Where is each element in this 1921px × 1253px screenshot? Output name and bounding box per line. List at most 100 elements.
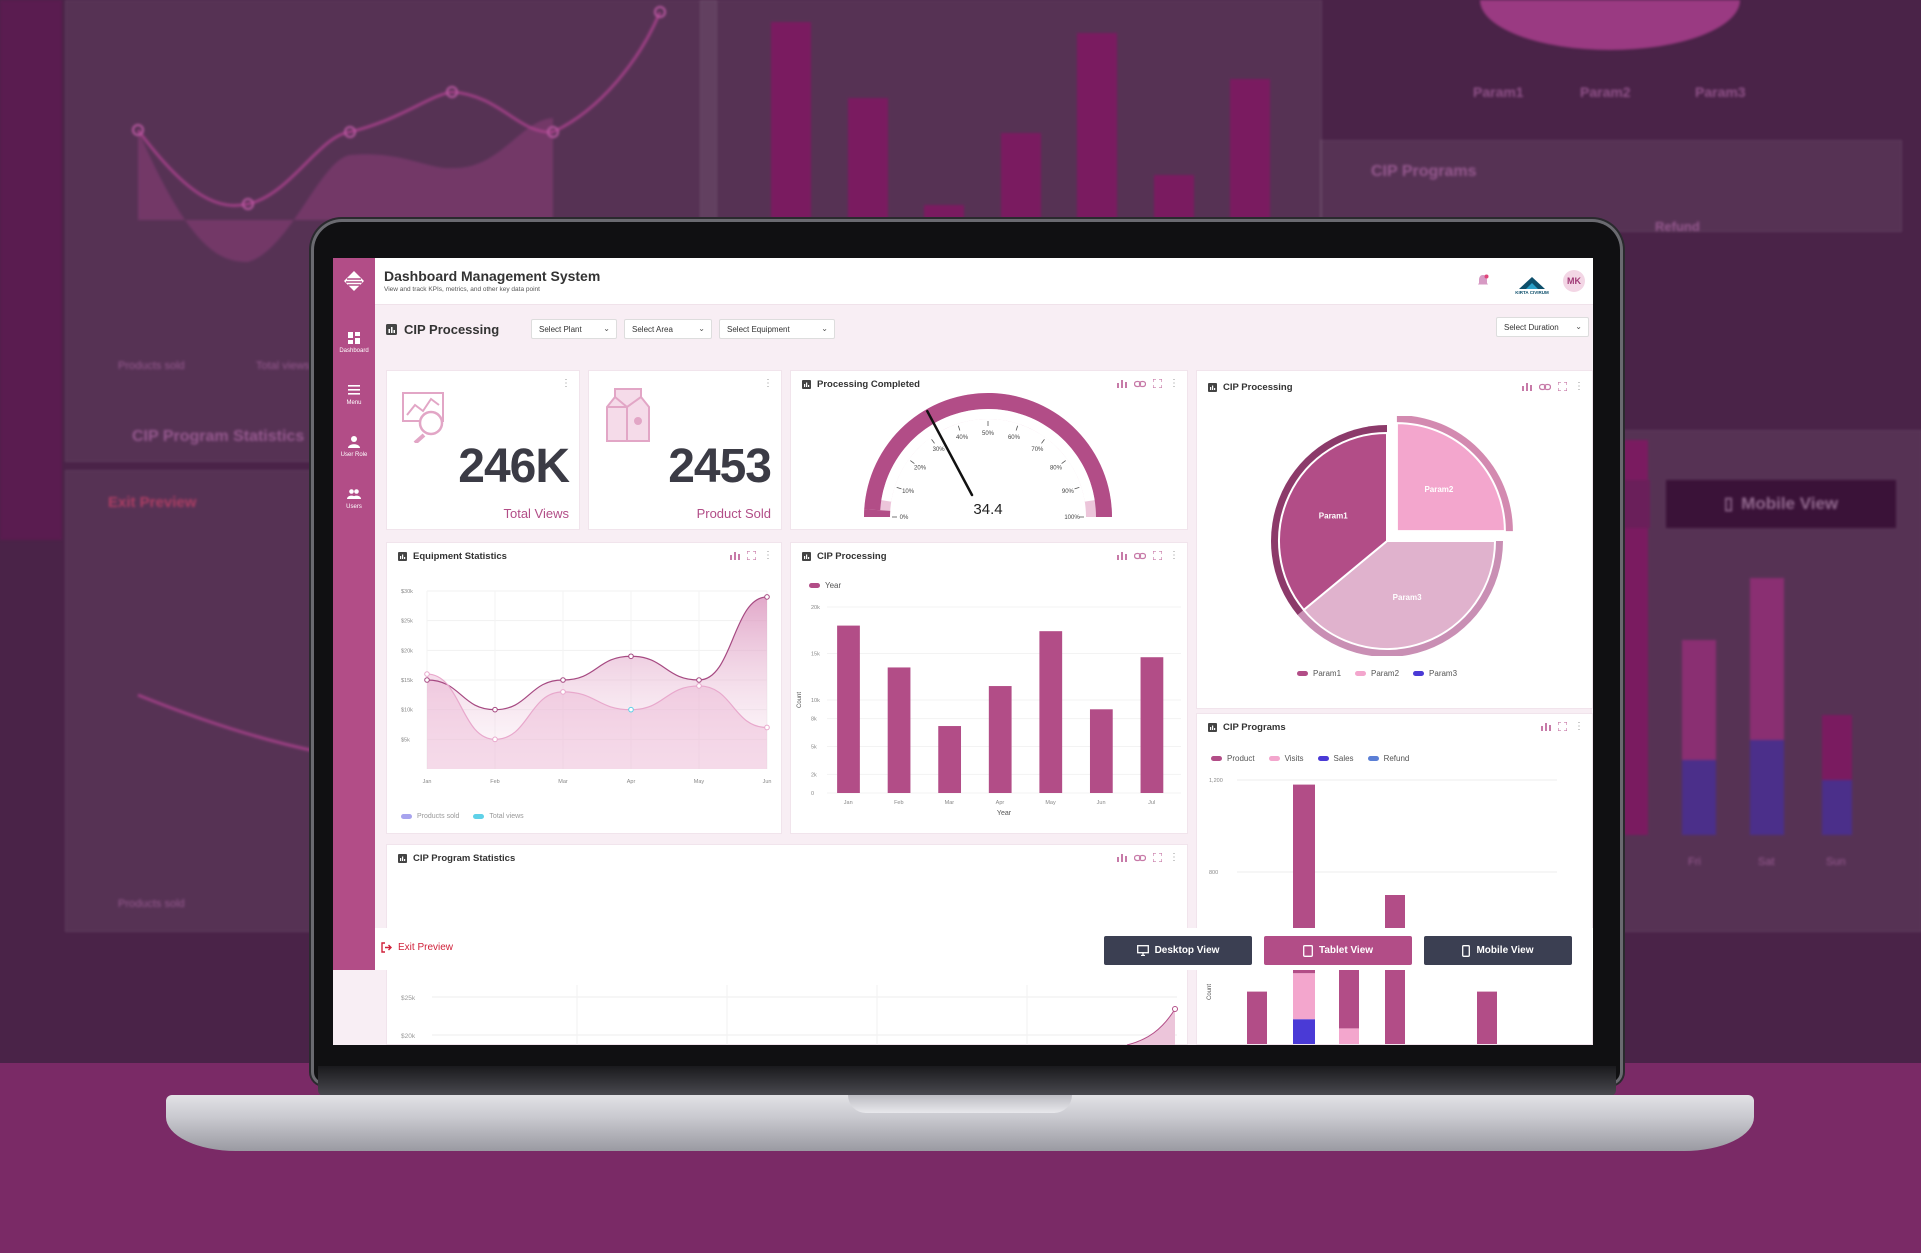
- products-sold-point: [560, 677, 566, 683]
- more-options-icon[interactable]: ⋮: [1574, 721, 1584, 732]
- more-options-icon[interactable]: ⋮: [763, 550, 773, 561]
- y-tick-label: $5k: [401, 737, 410, 743]
- pie-slice-label: Param3: [1393, 593, 1422, 602]
- notification-bell-icon[interactable]: [1477, 274, 1489, 292]
- y-tick-label: $30k: [401, 589, 413, 595]
- y-tick-label: $15k: [401, 678, 413, 684]
- gauge-tick-label: 100%: [1064, 515, 1080, 521]
- card-title-text: Equipment Statistics: [413, 551, 507, 562]
- bar: [1089, 709, 1113, 793]
- more-options-icon[interactable]: ⋮: [561, 378, 571, 389]
- more-options-icon[interactable]: ⋮: [763, 378, 773, 389]
- background-card-programs: [1320, 140, 1902, 232]
- kpi-label: Total Views: [503, 506, 569, 521]
- expand-icon[interactable]: [1153, 379, 1162, 388]
- bar-chart-icon[interactable]: [1117, 551, 1127, 560]
- gauge-tick-label: 40%: [956, 435, 969, 441]
- chart-icon: [398, 854, 407, 863]
- background-mobile-view-label: Mobile View: [1741, 494, 1839, 513]
- y-axis-label: Count: [797, 692, 803, 708]
- legend-item-year: Year: [809, 581, 841, 590]
- expand-icon[interactable]: [1558, 722, 1567, 731]
- legend-label: Visits: [1284, 754, 1304, 763]
- link-icon[interactable]: [1539, 383, 1551, 391]
- pie-slice: [1278, 431, 1388, 612]
- select-plant-dropdown[interactable]: Select Plant ⌄: [531, 319, 617, 339]
- select-duration-dropdown[interactable]: Select Duration ⌄: [1496, 317, 1589, 337]
- program-statistics-chart: $25k $20k: [401, 985, 1178, 1045]
- legend-item-param2: Param2: [1355, 669, 1399, 678]
- background-day-fri: Fri: [1688, 856, 1701, 868]
- card-title-text: CIP Programs: [1223, 722, 1286, 733]
- gauge-value: 34.4: [973, 501, 1002, 518]
- sidebar-item-user-role[interactable]: User Role: [333, 420, 375, 472]
- background-legend-param2: Param2: [1580, 84, 1631, 100]
- select-duration-label: Select Duration: [1504, 322, 1559, 332]
- gauge-needle: [926, 409, 974, 497]
- exit-preview-button[interactable]: Exit Preview: [381, 942, 453, 953]
- card-title-text: CIP Processing: [817, 551, 887, 562]
- bar-chart-icon[interactable]: [1541, 722, 1551, 731]
- sidebar-item-label: Dashboard: [339, 347, 369, 354]
- chart-icon: [1208, 383, 1217, 392]
- card-actions: ⋮: [763, 378, 773, 389]
- kpi-value: 2453: [668, 440, 772, 493]
- legend-label: Year: [825, 581, 842, 590]
- select-area-dropdown[interactable]: Select Area ⌄: [624, 319, 712, 339]
- x-axis-label: Year: [997, 810, 1012, 817]
- x-tick-label: Jan: [423, 779, 432, 785]
- more-options-icon[interactable]: ⋮: [1574, 381, 1584, 392]
- card-title: Processing Completed: [802, 379, 920, 390]
- desktop-view-button[interactable]: Desktop View: [1104, 936, 1252, 965]
- legend-item-products-sold: Products sold: [401, 813, 459, 820]
- link-icon[interactable]: [1134, 854, 1146, 862]
- mobile-view-button[interactable]: Mobile View: [1424, 936, 1572, 965]
- bar-chart-icon[interactable]: [1522, 382, 1532, 391]
- expand-icon[interactable]: [747, 551, 756, 560]
- products-sold-point: [764, 594, 770, 600]
- background-day-sun: Sun: [1826, 856, 1846, 868]
- filter-toolbar: CIP Processing Select Plant ⌄ Select Area…: [375, 304, 1593, 360]
- card-title-text: CIP Program Statistics: [413, 853, 516, 864]
- link-icon[interactable]: [1134, 380, 1146, 388]
- sidebar-item-label: Menu: [346, 399, 362, 406]
- products-sold-point: [424, 677, 430, 683]
- x-tick-label: Jul: [1148, 800, 1155, 806]
- more-options-icon[interactable]: ⋮: [1169, 852, 1179, 863]
- legend-item-total-views: Total views: [473, 813, 524, 820]
- select-equipment-dropdown[interactable]: Select Equipment ⌄: [719, 319, 835, 339]
- kpi-value: 246K: [458, 440, 570, 493]
- x-tick-label: Jun: [1097, 800, 1106, 806]
- sidebar-item-users[interactable]: Users: [333, 472, 375, 524]
- bar-chart-icon[interactable]: [730, 551, 740, 560]
- desktop-icon: [1136, 945, 1149, 956]
- x-tick-label: May: [694, 779, 705, 785]
- stack-segment: [1293, 1019, 1315, 1044]
- bar-chart-icon[interactable]: [1117, 379, 1127, 388]
- background-mobile-icon: ▯: [1723, 494, 1734, 513]
- expand-icon[interactable]: [1153, 551, 1162, 560]
- more-options-icon[interactable]: ⋮: [1169, 550, 1179, 561]
- gauge-tick: [1074, 486, 1080, 490]
- card-actions: ⋮: [1541, 721, 1584, 732]
- gauge-tick-label: 30%: [933, 447, 946, 453]
- exit-icon: [381, 942, 392, 953]
- bar-chart-icon[interactable]: [1117, 853, 1127, 862]
- expand-icon[interactable]: [1153, 853, 1162, 862]
- stack-segment: [1477, 991, 1497, 1044]
- link-icon[interactable]: [1134, 552, 1146, 560]
- sidebar-item-menu[interactable]: Menu: [333, 368, 375, 420]
- menu-icon: [348, 384, 360, 395]
- sidebar-item-dashboard[interactable]: Dashboard: [333, 316, 375, 368]
- expand-icon[interactable]: [1558, 382, 1567, 391]
- more-options-icon[interactable]: ⋮: [1169, 378, 1179, 389]
- legend-label: Refund: [1383, 754, 1410, 763]
- tablet-view-button[interactable]: Tablet View: [1264, 936, 1412, 965]
- background-cip-programs-title: CIP Programs: [1371, 163, 1477, 180]
- x-tick-label: Feb: [894, 800, 903, 806]
- legend-label: Total views: [489, 813, 524, 820]
- avatar[interactable]: MK: [1563, 270, 1585, 292]
- pie-slice-label: Param1: [1319, 512, 1348, 521]
- select-plant-label: Select Plant: [539, 324, 582, 334]
